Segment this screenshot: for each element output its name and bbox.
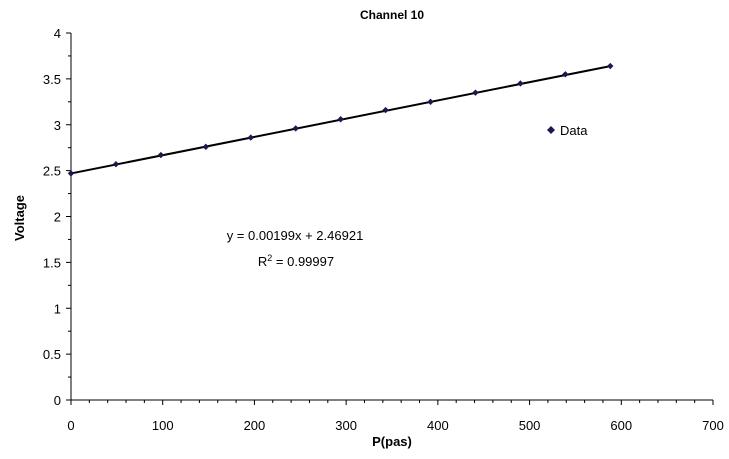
data-point: [67, 170, 75, 177]
x-tick-label: 600: [610, 418, 632, 433]
x-axis-ticks: 0 100 200 300 400 500 600 700: [67, 400, 724, 433]
x-tick-label: 500: [519, 418, 541, 433]
data-point: [247, 134, 254, 141]
r-squared-label: R2 = 0.99997: [258, 253, 334, 269]
y-axis-ticks: 0 0.5 1 1.5 2 2.5 3 3.5 4: [43, 26, 71, 408]
r-squared-prefix: R: [258, 254, 267, 269]
trendline-equation: y = 0.00199x + 2.46921: [227, 228, 364, 243]
x-tick-label: 400: [427, 418, 449, 433]
x-tick-label: 0: [67, 418, 74, 433]
y-tick-label: 1: [54, 301, 61, 316]
legend-marker: [547, 126, 555, 134]
legend: Data: [547, 123, 588, 138]
data-point: [607, 62, 614, 70]
y-tick-label: 1.5: [43, 255, 61, 270]
data-point: [517, 80, 524, 87]
data-point: [382, 106, 389, 114]
y-tick-label: 3: [54, 118, 61, 133]
data-points: [67, 62, 614, 177]
data-point: [337, 116, 344, 123]
x-tick-label: 100: [152, 418, 174, 433]
r-squared-superscript: 2: [267, 253, 272, 263]
r-squared-value: = 0.99997: [272, 254, 334, 269]
data-point: [472, 89, 479, 96]
y-tick-label: 4: [54, 26, 61, 41]
x-tick-label: 700: [702, 418, 724, 433]
legend-label: Data: [560, 123, 588, 138]
x-axis-label: P(pas): [372, 434, 412, 449]
y-tick-label: 0.5: [43, 347, 61, 362]
y-tick-label: 2.5: [43, 164, 61, 179]
y-tick-label: 2: [54, 210, 61, 225]
chart-title: Channel 10: [360, 8, 424, 22]
x-tick-label: 200: [244, 418, 266, 433]
y-axis-label: Voltage: [12, 195, 27, 241]
y-tick-label: 0: [54, 393, 61, 408]
y-tick-label: 3.5: [43, 72, 61, 87]
x-tick-label: 300: [335, 418, 357, 433]
data-point: [562, 71, 569, 78]
data-point: [292, 125, 299, 132]
data-point: [157, 151, 165, 159]
data-point: [427, 98, 434, 106]
data-point: [112, 161, 120, 168]
data-point: [202, 143, 210, 150]
